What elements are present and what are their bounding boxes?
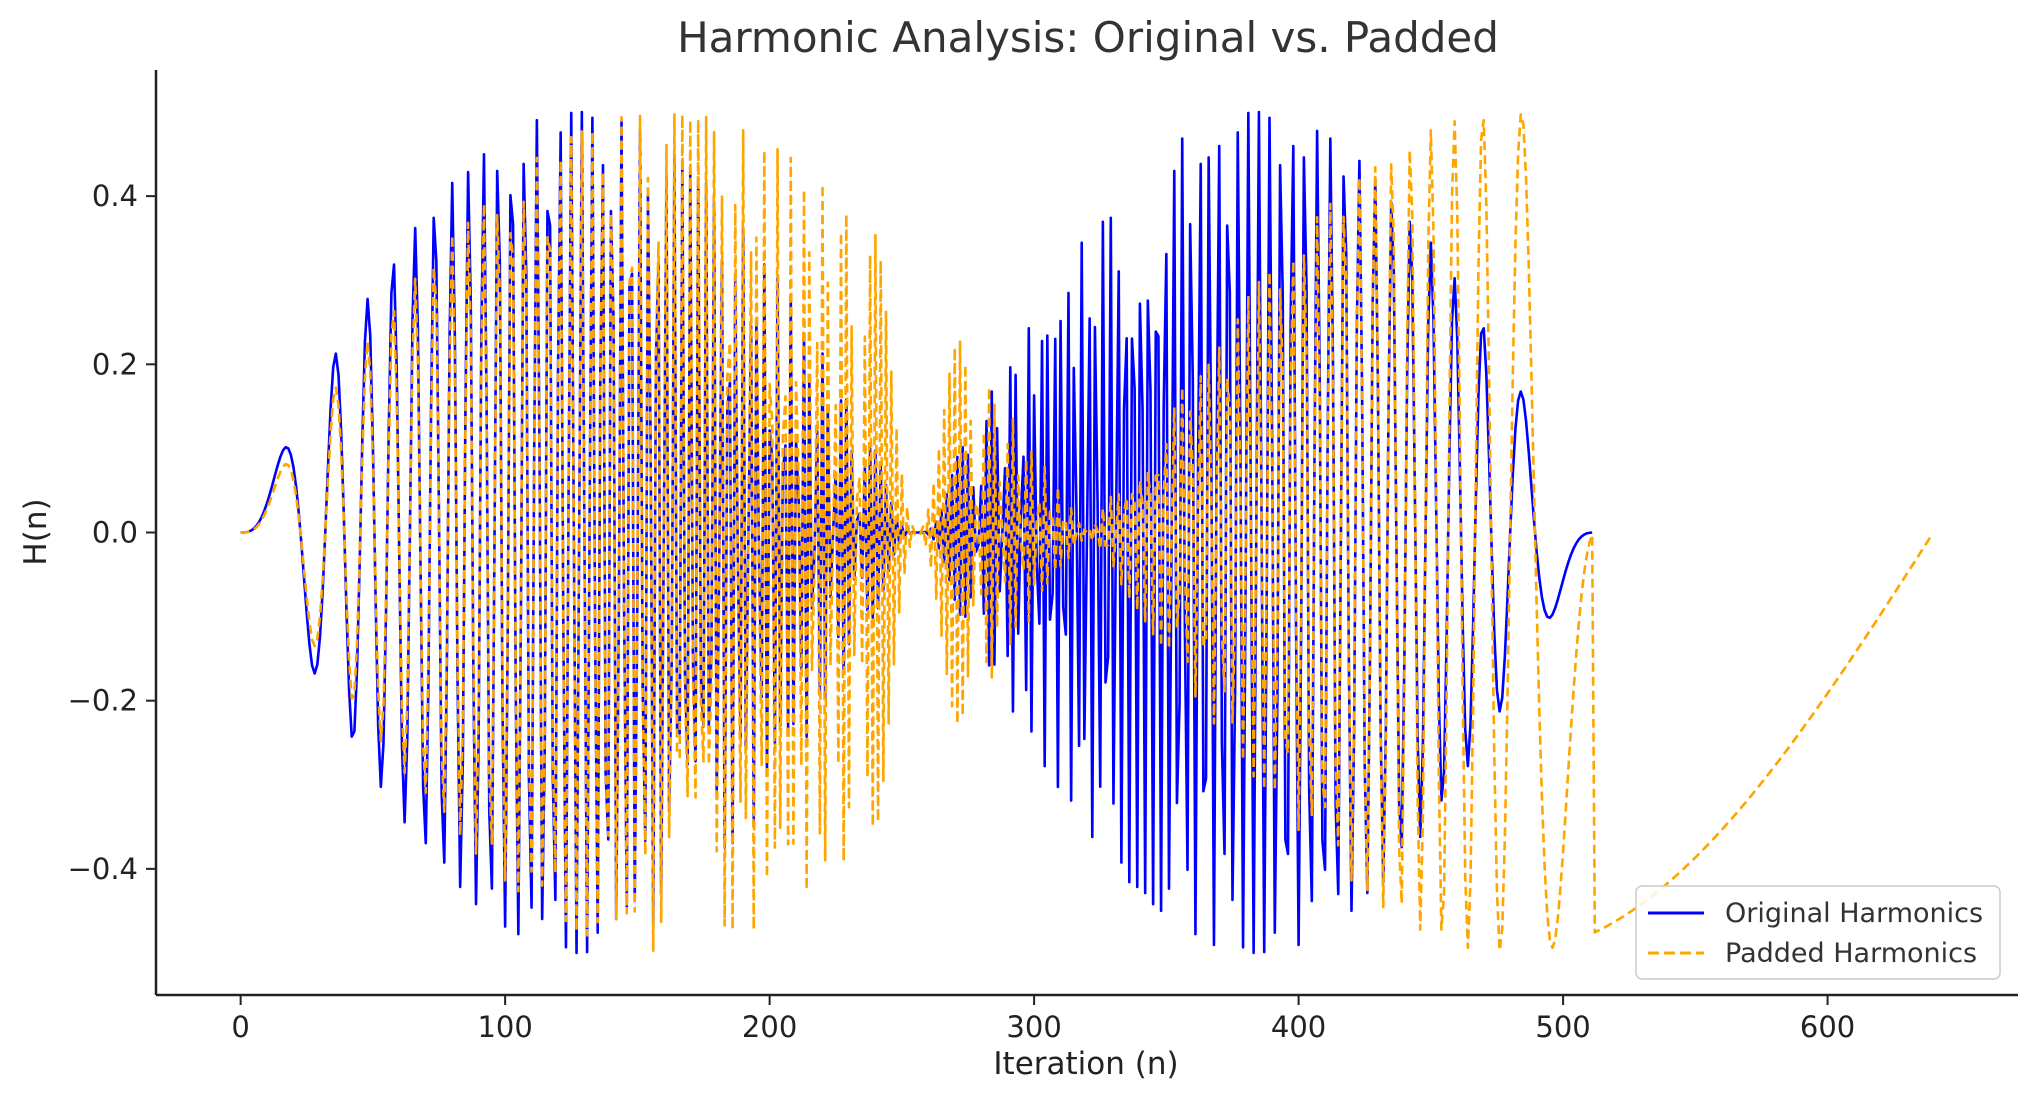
legend-label-original: Original Harmonics bbox=[1725, 898, 1983, 929]
x-axis-label: Iteration (n) bbox=[993, 1046, 1178, 1082]
y-tick-label: 0.4 bbox=[92, 179, 138, 213]
y-ticks: −0.4 −0.2 0.0 0.2 0.4 bbox=[68, 179, 156, 886]
y-tick-label: −0.4 bbox=[68, 852, 138, 886]
series-line-padded bbox=[240, 113, 1932, 952]
x-tick-label: 300 bbox=[1006, 1010, 1061, 1044]
y-tick-label: −0.2 bbox=[68, 684, 138, 718]
series-layer bbox=[240, 110, 1932, 955]
x-tick-label: 600 bbox=[1800, 1010, 1855, 1044]
x-tick-label: 100 bbox=[477, 1010, 532, 1044]
y-axis-label: H(n) bbox=[18, 498, 54, 565]
legend-box bbox=[1635, 885, 2001, 980]
x-tick-label: 500 bbox=[1535, 1010, 1590, 1044]
x-tick-label: 200 bbox=[742, 1010, 797, 1044]
legend-label-padded: Padded Harmonics bbox=[1725, 938, 1977, 969]
y-tick-label: 0.2 bbox=[92, 347, 138, 381]
legend: Original Harmonics Padded Harmonics bbox=[1635, 885, 2001, 980]
y-tick-label: 0.0 bbox=[92, 516, 138, 550]
chart-title: Harmonic Analysis: Original vs. Padded bbox=[677, 13, 1499, 62]
x-tick-label: 400 bbox=[1271, 1010, 1326, 1044]
x-ticks: 0 100 200 300 400 500 600 bbox=[231, 995, 1855, 1044]
x-tick-label: 0 bbox=[231, 1010, 249, 1044]
series-line-original bbox=[240, 110, 1593, 955]
